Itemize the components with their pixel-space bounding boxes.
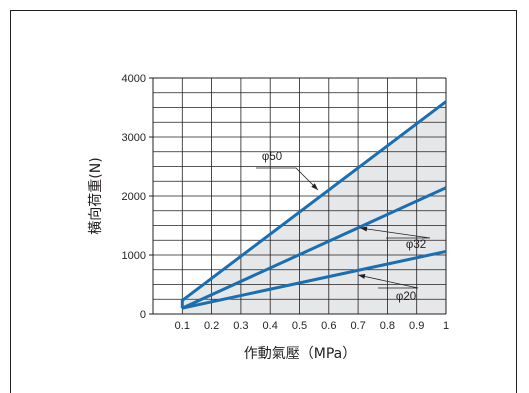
figure-frame xyxy=(10,10,517,393)
series-leader-arrow xyxy=(358,274,366,279)
series-leader-arrow xyxy=(360,226,368,232)
x-tick-label: 0.2 xyxy=(204,320,219,332)
series-leader-line xyxy=(357,274,419,289)
series-leader-arrow xyxy=(311,183,318,190)
x-tick-label: 0.6 xyxy=(321,320,336,332)
y-tick-label: 4000 xyxy=(122,73,146,85)
shaded-area xyxy=(182,101,447,314)
series-line-1 xyxy=(180,100,447,309)
x-tick-label: 1 xyxy=(443,320,449,332)
axes xyxy=(149,77,153,315)
series-label: φ50 xyxy=(262,151,282,163)
shaded-region xyxy=(182,101,447,314)
x-tick-label: 0.3 xyxy=(233,320,248,332)
x-tick-label: 0.8 xyxy=(380,320,395,332)
y-tick-label: 3000 xyxy=(122,132,146,144)
x-axis-title: 作動氣壓（MPa） xyxy=(244,346,356,362)
series-labels: φ50 φ32 φ20 xyxy=(256,151,431,303)
series-lines xyxy=(180,100,447,310)
tick-labels: 0 1000 2000 3000 4000 0.1 0.2 0.3 0.4 0.5 0.6 0.7 0.… xyxy=(122,73,450,332)
series-leader-line xyxy=(359,227,431,239)
chart-canvas: φ50 φ32 φ20 0 1000 2000 3000 4000 0.1 0.2 0.3 0.4 0… xyxy=(10,10,517,393)
x-tick-label: 0.7 xyxy=(350,320,365,332)
series-line-2 xyxy=(181,186,447,310)
x-tick-label: 0.4 xyxy=(263,320,278,332)
series-label: φ20 xyxy=(396,291,416,303)
x-tick-label: 0.5 xyxy=(292,320,307,332)
x-tick-label: 0.9 xyxy=(409,320,424,332)
series-leader-line xyxy=(256,167,319,191)
y-tick-label: 1000 xyxy=(122,250,146,262)
y-tick-label: 0 xyxy=(140,309,146,321)
series-line-3 xyxy=(181,249,447,310)
x-tick-label: 0.1 xyxy=(175,320,190,332)
series-label: φ32 xyxy=(406,239,426,251)
y-tick-label: 2000 xyxy=(122,191,146,203)
y-axis-title: 橫向荷重(N) xyxy=(88,157,104,234)
grid xyxy=(152,77,447,315)
